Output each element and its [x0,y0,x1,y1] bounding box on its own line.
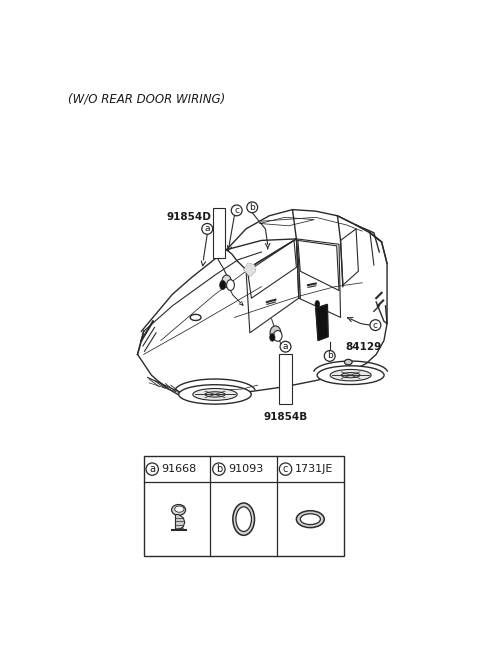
Ellipse shape [205,392,225,397]
Circle shape [213,463,225,475]
Text: a: a [283,342,288,351]
Ellipse shape [270,334,275,341]
Ellipse shape [222,275,231,287]
Ellipse shape [296,510,324,527]
Text: a: a [149,464,155,474]
Text: b: b [216,464,222,474]
FancyBboxPatch shape [213,208,225,258]
Text: a: a [204,224,210,234]
Ellipse shape [233,503,254,535]
Text: (W/O REAR DOOR WIRING): (W/O REAR DOOR WIRING) [68,92,225,106]
Ellipse shape [236,507,252,531]
Text: b: b [249,203,255,212]
Text: 91668: 91668 [162,464,197,474]
Text: 1731JE: 1731JE [295,464,333,474]
Ellipse shape [317,366,384,384]
FancyBboxPatch shape [279,354,292,405]
Ellipse shape [300,514,321,525]
Text: 91093: 91093 [228,464,264,474]
Polygon shape [244,264,255,276]
Ellipse shape [274,331,282,341]
Circle shape [280,341,291,352]
Circle shape [231,205,242,216]
Circle shape [279,463,292,475]
Circle shape [370,319,381,331]
Ellipse shape [179,384,251,404]
Ellipse shape [227,279,234,291]
Text: 91854D: 91854D [166,212,211,222]
Polygon shape [176,514,185,530]
Circle shape [324,350,335,361]
Ellipse shape [172,504,186,516]
Text: 91854B: 91854B [264,412,308,422]
Ellipse shape [220,281,226,290]
FancyBboxPatch shape [144,456,344,556]
Text: b: b [327,352,333,360]
Ellipse shape [175,506,184,512]
Text: c: c [373,321,378,329]
Ellipse shape [315,300,320,308]
Ellipse shape [341,373,360,378]
Text: c: c [234,206,239,215]
Text: 84129: 84129 [345,342,382,352]
Circle shape [146,463,158,475]
Circle shape [202,224,213,234]
Circle shape [247,202,258,213]
Polygon shape [316,304,328,340]
Ellipse shape [190,314,201,321]
Ellipse shape [193,388,237,400]
Ellipse shape [345,359,352,365]
Ellipse shape [270,326,281,340]
Text: c: c [283,464,288,474]
Ellipse shape [330,369,371,381]
